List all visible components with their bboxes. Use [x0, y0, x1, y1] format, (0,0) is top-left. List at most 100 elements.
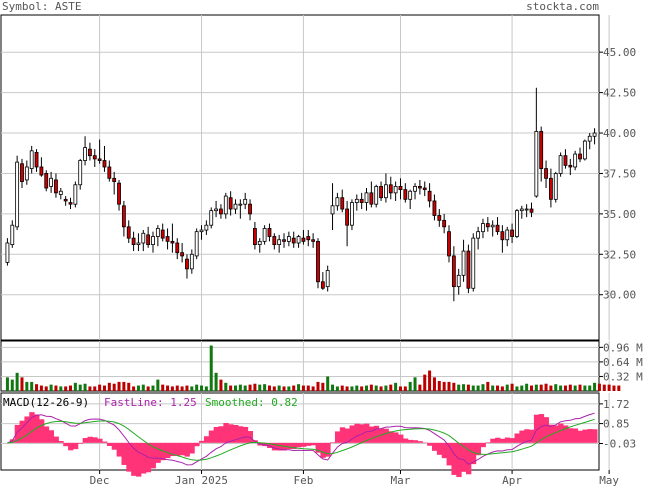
candle: [379, 181, 383, 201]
macd-histogram-bar: [582, 429, 588, 443]
candle: [374, 184, 379, 208]
volume-bar: [515, 386, 519, 391]
candle: [126, 220, 131, 243]
candle-body: [126, 226, 131, 239]
candle-body: [68, 202, 73, 205]
candle: [83, 136, 87, 166]
macd-histogram-bar: [24, 416, 30, 443]
volume-bar: [481, 384, 485, 391]
volume-bar: [224, 382, 228, 391]
volume-bar: [418, 384, 422, 391]
macd-histogram-bar: [34, 414, 40, 443]
candle: [408, 189, 413, 210]
candle: [553, 171, 558, 203]
candle-body: [461, 250, 466, 276]
price-tick-label: 45.00: [603, 46, 636, 59]
macd-histogram-bar: [577, 430, 583, 443]
date-tick-label: Mar: [391, 474, 411, 486]
candle: [214, 200, 218, 218]
macd-histogram-bar: [330, 442, 336, 443]
macd-smooth-line: [7, 418, 595, 461]
candle: [15, 155, 20, 231]
volume-tick-label: 0.96 M: [603, 341, 643, 354]
candle-body: [408, 190, 413, 200]
candle: [311, 233, 316, 248]
macd-histogram-bar: [315, 442, 321, 453]
date-axis: Dec Jan 2025 Feb Mar Apr May: [90, 470, 619, 486]
macd-histogram-bar: [558, 423, 564, 443]
candle: [505, 226, 510, 247]
candle: [335, 192, 340, 211]
candle: [481, 218, 485, 239]
candle: [78, 158, 83, 190]
macd-histogram-bar: [480, 442, 486, 448]
candle: [39, 157, 44, 177]
macd-histogram-bar: [587, 429, 593, 443]
macd-histogram-bar: [538, 414, 545, 443]
candle-body: [185, 258, 189, 270]
macd-histogram-bar: [165, 442, 171, 459]
candle-body: [282, 239, 286, 242]
macd-histogram-bar: [208, 430, 215, 443]
candle: [180, 242, 185, 263]
macd-histogram-bar: [189, 442, 195, 454]
candle-body: [219, 208, 223, 215]
macd-histogram-bar: [169, 442, 176, 457]
candle-body: [306, 236, 311, 241]
volume-bar: [573, 385, 577, 391]
candle-body: [49, 177, 54, 187]
volume-bars: [5, 345, 621, 391]
candle-body: [422, 187, 427, 191]
volume-bar: [466, 384, 470, 391]
candle-body: [548, 177, 553, 200]
volume-bar: [15, 372, 19, 391]
candle: [437, 209, 442, 227]
candle: [243, 192, 248, 210]
volume-bar: [209, 345, 213, 391]
macd-histogram-bar: [87, 436, 93, 443]
macd-histogram-bar: [393, 432, 399, 443]
volume-bar: [214, 372, 218, 391]
candle: [267, 223, 272, 242]
volume-bar: [10, 379, 14, 391]
macd-histogram-bar: [194, 442, 200, 447]
macd-histogram-bar: [441, 442, 448, 459]
candle: [282, 233, 286, 248]
macd-histogram-bar: [19, 420, 25, 443]
macd-axis: 1.72 0.85 -0.03: [599, 398, 636, 451]
candle: [107, 160, 112, 182]
macd-histogram-bar: [242, 426, 249, 443]
macd-histogram-bar: [364, 423, 370, 443]
macd-histogram-bar: [354, 423, 360, 443]
macd-histogram-bar: [233, 424, 239, 443]
candle: [485, 217, 490, 232]
candle-body: [413, 185, 417, 192]
candle-body: [320, 281, 325, 289]
candle-body: [83, 147, 87, 161]
volume-bar: [355, 385, 359, 391]
macd-histogram-bar: [77, 442, 84, 444]
candle: [252, 221, 257, 250]
candle-body: [325, 270, 330, 288]
volume-bar: [132, 386, 136, 391]
volume-bar: [117, 381, 121, 391]
volume-bar: [49, 384, 53, 391]
volume-bar: [593, 382, 597, 391]
candle: [432, 194, 437, 221]
macd-histogram-bar: [111, 442, 118, 450]
candle-body: [39, 166, 44, 176]
candle: [286, 231, 291, 247]
candle-body: [267, 228, 272, 237]
candle-body: [286, 236, 291, 242]
volume-bar: [554, 384, 558, 391]
macd-histogram-bar: [451, 442, 457, 475]
macd-histogram-bar: [412, 440, 418, 443]
candle-body: [291, 237, 296, 244]
volume-bar: [122, 381, 126, 391]
macd-histogram-bar: [398, 434, 404, 443]
volume-bar: [529, 385, 533, 391]
volume-bar: [170, 386, 174, 391]
candle: [544, 160, 548, 189]
macd-histogram-bar: [92, 437, 98, 443]
volume-bar: [35, 384, 39, 391]
